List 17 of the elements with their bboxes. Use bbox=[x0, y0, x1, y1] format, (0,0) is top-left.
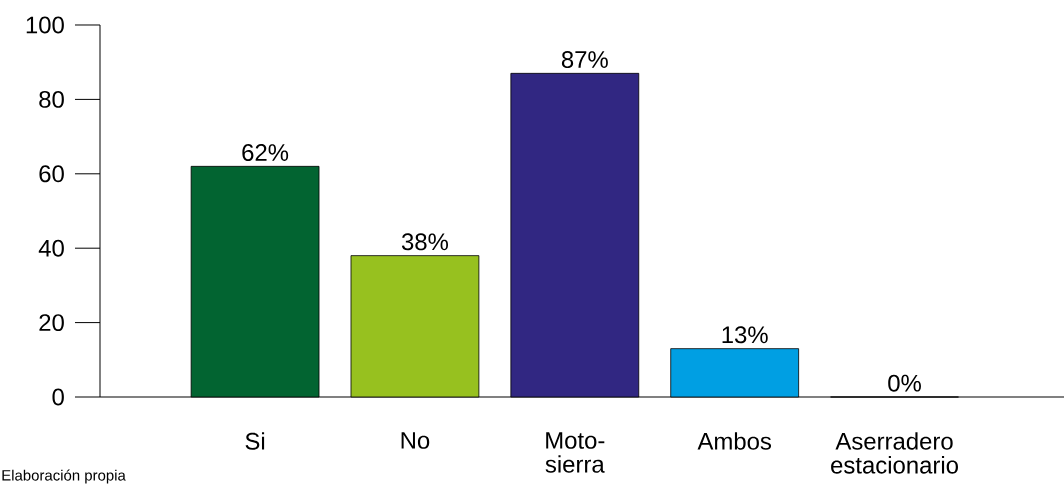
x-tick-label: Ambos bbox=[697, 432, 772, 450]
x-tick-label: No bbox=[401, 432, 430, 449]
data-label: 38% bbox=[401, 233, 449, 251]
y-tick-label: 100 bbox=[26, 16, 64, 34]
data-label: 87% bbox=[561, 51, 608, 68]
data-label: 0% bbox=[888, 374, 921, 392]
y-tick-label: 80 bbox=[39, 90, 64, 108]
y-tick-label: 60 bbox=[39, 165, 64, 183]
data-label: 13% bbox=[722, 326, 768, 344]
x-tick-label: Aserradero estacionario bbox=[831, 432, 958, 474]
x-tick-label: Si bbox=[245, 432, 265, 450]
y-tick-label: 0 bbox=[52, 388, 64, 406]
y-tick-label: 20 bbox=[39, 314, 64, 332]
data-label: 62% bbox=[242, 144, 289, 161]
x-tick-label: Moto-sierra bbox=[545, 432, 605, 473]
y-tick-label: 40 bbox=[38, 239, 64, 257]
text: Elaboración propia bbox=[2, 469, 126, 484]
